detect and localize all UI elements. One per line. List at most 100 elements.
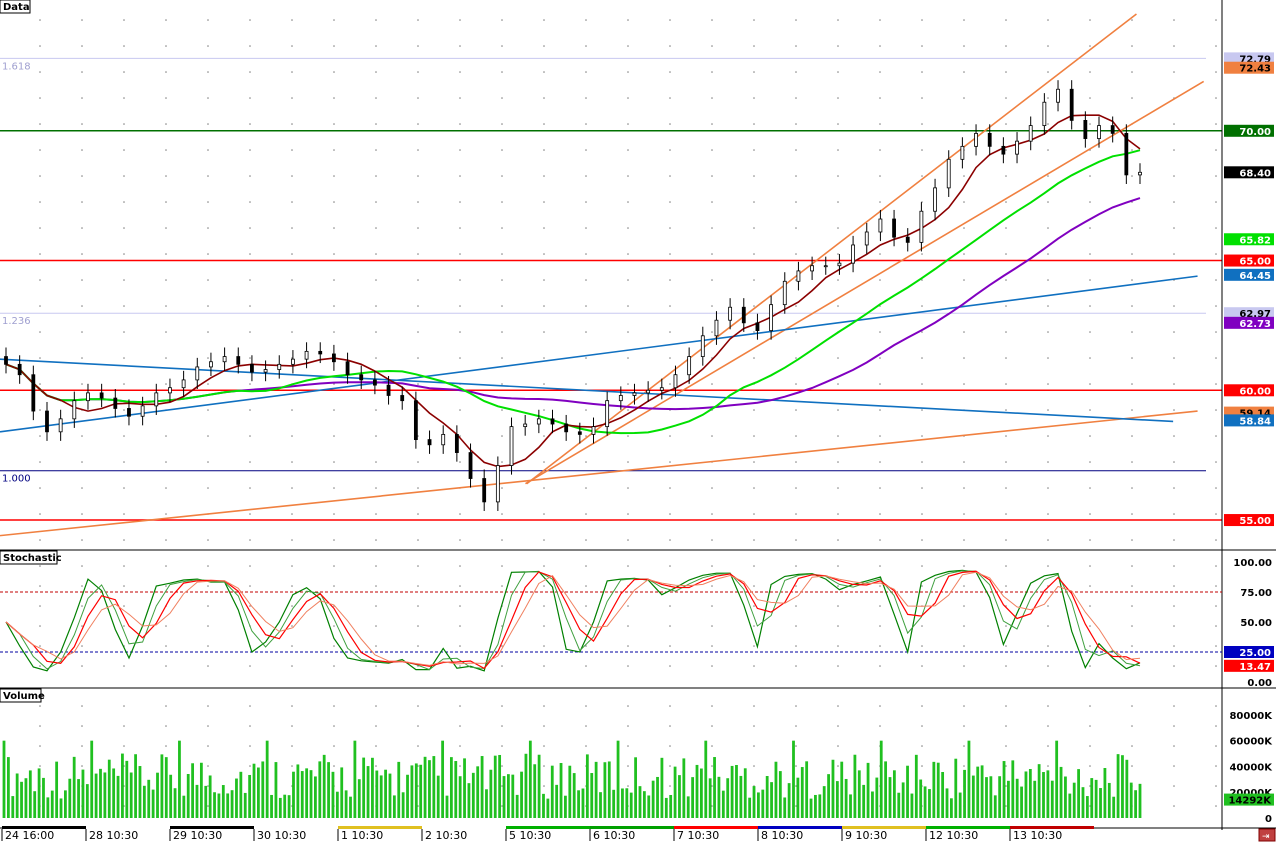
- grid-dot: [375, 665, 377, 667]
- volume-bar: [757, 792, 760, 818]
- grid-dot: [81, 253, 83, 255]
- volume-bar: [568, 765, 572, 818]
- grid-dot: [291, 645, 293, 647]
- grid-dot: [39, 585, 41, 587]
- grid-dot: [333, 97, 335, 99]
- volume-bar: [221, 785, 225, 818]
- grid-dot: [543, 705, 545, 707]
- candle-body: [700, 335, 705, 357]
- grid-dot: [207, 331, 209, 333]
- grid-dot: [585, 357, 587, 359]
- price-tag-label: 65.82: [1239, 235, 1271, 246]
- grid-dot: [501, 487, 503, 489]
- volume-bar: [796, 777, 800, 818]
- grid-dot: [81, 357, 83, 359]
- grid-dot: [249, 149, 251, 151]
- candle-body: [946, 158, 951, 189]
- grid-dot: [333, 305, 335, 307]
- grid-dot: [669, 123, 671, 125]
- price-tag: [1224, 307, 1274, 320]
- price-tag-label: 55.00: [1239, 516, 1271, 527]
- grid-dot: [375, 149, 377, 151]
- scroll-right-button[interactable]: ⇥: [1258, 828, 1276, 842]
- grid-dot: [1173, 461, 1175, 463]
- grid-dot: [1173, 725, 1175, 727]
- volume-bar: [428, 760, 431, 818]
- volume-bar: [537, 754, 541, 818]
- grid-dot: [39, 539, 41, 541]
- volume-bar: [248, 774, 252, 818]
- grid-dot: [543, 175, 545, 177]
- volume-bar: [20, 781, 23, 818]
- grid-dot: [1131, 357, 1133, 359]
- volume-bar: [410, 765, 414, 818]
- grid-dot: [669, 487, 671, 489]
- volume-bar: [550, 765, 554, 818]
- grid-dot: [1047, 565, 1049, 567]
- grid-dot: [963, 357, 965, 359]
- grid-dot: [963, 645, 965, 647]
- volume-bar: [59, 798, 63, 818]
- volume-bar: [243, 792, 247, 818]
- grid-dot: [879, 97, 881, 99]
- grid-dot: [207, 123, 209, 125]
- price-tag: [1224, 414, 1274, 427]
- grid-dot: [1089, 305, 1091, 307]
- grid-dot: [795, 383, 797, 385]
- volume-bar: [274, 762, 278, 818]
- grid-dot: [1173, 305, 1175, 307]
- grid-dot: [375, 645, 377, 647]
- grid-dot: [375, 279, 377, 281]
- grid-dot: [879, 585, 881, 587]
- grid-dot: [165, 175, 167, 177]
- grid-dot: [921, 279, 923, 281]
- grid-dot: [123, 331, 125, 333]
- grid-dot: [879, 383, 881, 385]
- grid-dot: [1047, 383, 1049, 385]
- grid-dot: [165, 357, 167, 359]
- volume-bar: [1055, 740, 1059, 818]
- grid-dot: [795, 565, 797, 567]
- grid-dot: [543, 409, 545, 411]
- grid-dot: [1005, 357, 1007, 359]
- grid-dot: [585, 461, 587, 463]
- grid-dot: [1173, 565, 1175, 567]
- grid-dot: [1215, 805, 1217, 807]
- grid-dot: [921, 253, 923, 255]
- grid-dot: [669, 625, 671, 627]
- fib-label: 1.236: [2, 316, 31, 327]
- candle-body: [933, 187, 937, 212]
- volume-bar: [901, 782, 905, 818]
- candlesticks: [4, 80, 1142, 511]
- volume-bar: [533, 764, 537, 818]
- grid-dot: [207, 785, 209, 787]
- candle-body: [372, 379, 377, 386]
- volume-bar: [68, 778, 72, 818]
- grid-dot: [963, 279, 965, 281]
- grid-dot: [1047, 97, 1049, 99]
- grid-dot: [375, 725, 377, 727]
- grid-dot: [123, 705, 125, 707]
- grid-dot: [879, 357, 881, 359]
- volume-bar: [24, 778, 28, 818]
- volume-bar: [524, 753, 528, 818]
- grid-dot: [375, 71, 377, 73]
- grid-dot: [207, 357, 209, 359]
- grid-dot: [1215, 45, 1217, 47]
- grid-dot: [1215, 625, 1217, 627]
- grid-dot: [123, 625, 125, 627]
- grid-dot: [921, 745, 923, 747]
- price-panel[interactable]: 1.618 1.236 1.000 Data: [0, 0, 1222, 550]
- stoch-k2-line: [5, 570, 1141, 671]
- grid-dot: [1089, 19, 1091, 21]
- volume-panel[interactable]: Volume: [0, 688, 1217, 818]
- grid-dot: [249, 539, 251, 541]
- volume-bar: [647, 795, 651, 818]
- volume-bar: [454, 761, 458, 818]
- stochastic-panel[interactable]: Stochastic: [0, 550, 1222, 672]
- grid-dot: [627, 331, 629, 333]
- grid-dot: [627, 45, 629, 47]
- grid-dot: [669, 279, 671, 281]
- grid-dot: [627, 785, 629, 787]
- grid-dot: [291, 45, 293, 47]
